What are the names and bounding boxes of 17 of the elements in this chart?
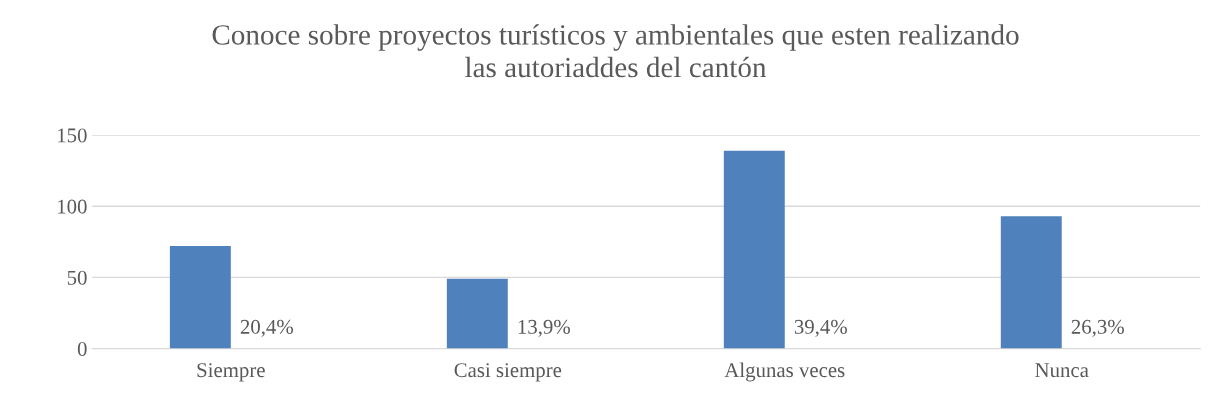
annotation: 39,4% — [794, 319, 847, 337]
bar — [723, 150, 785, 349]
y-tick-label: 150 — [58, 128, 87, 143]
y-tick-label: 100 — [58, 199, 87, 214]
x-tick-label: Algunas veces — [724, 362, 845, 382]
bar — [1000, 216, 1062, 349]
bar — [169, 246, 231, 349]
bar — [446, 278, 508, 349]
x-tick-label: Nunca — [1035, 363, 1089, 378]
y-tick-label: 50 — [67, 270, 87, 285]
x-tick-label: Casi siempre — [454, 363, 562, 382]
annotation: 26,3% — [1071, 319, 1124, 337]
y-tick-label: 0 — [77, 341, 87, 357]
x-tick-label: Siempre — [197, 363, 265, 382]
annotation: 13,9% — [518, 319, 570, 337]
chart-title: Conoce sobre proyectos turísticos y ambientales que esten realizando las autoriaddes del cantón — [212, 24, 1019, 78]
annotation: 20,4% — [240, 319, 294, 337]
